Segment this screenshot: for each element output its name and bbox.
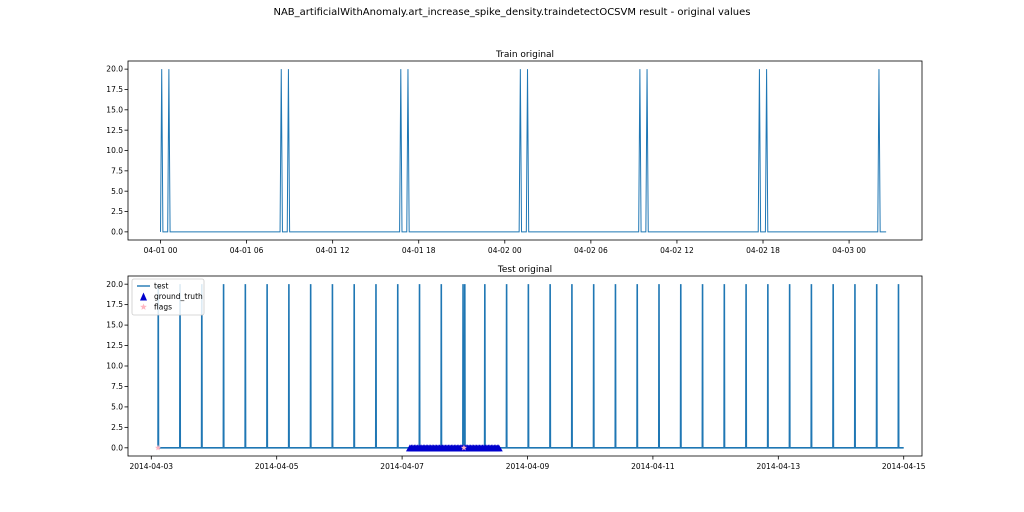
chart1-xtick-label: 04-01 18: [402, 246, 436, 255]
chart1-ytick-label: 12.5: [106, 126, 123, 135]
chart1-xtick-label: 04-01 06: [230, 246, 264, 255]
chart1-xtick-label: 04-02 12: [660, 246, 694, 255]
chart1-ytick-label: 7.5: [111, 166, 123, 175]
chart2-xtick-label: 2014-04-11: [631, 462, 675, 471]
chart1-xtick-label: 04-03 00: [832, 246, 866, 255]
chart1-series-line: [160, 69, 887, 233]
chart2-legend-label-ground-truth: ground_truth: [154, 292, 203, 301]
chart2-ytick-label: 5.0: [111, 403, 123, 412]
chart1-ytick-label: 5.0: [111, 187, 123, 196]
chart2-ytick-label: 7.5: [111, 382, 123, 391]
chart2-ytick-label: 17.5: [106, 300, 123, 309]
chart2-legend-box: [131, 278, 205, 316]
chart2-ytick-label: 15.0: [106, 321, 123, 330]
chart2-flag-marker: [155, 444, 162, 451]
chart2-flag-marker: [460, 444, 467, 451]
chart2-xtick-label: 2014-04-05: [255, 462, 299, 471]
chart1-xtick-label: 04-02 06: [574, 246, 608, 255]
chart1-ytick-label: 10.0: [106, 146, 123, 155]
chart1-ytick-label: 17.5: [106, 85, 123, 94]
chart2-series-test: [157, 284, 904, 449]
chart2-legend-label-test: test: [154, 282, 168, 291]
chart2-legend-swatch-flags: [140, 303, 147, 310]
chart2-ytick-label: 0.0: [111, 443, 123, 452]
chart2-legend-label-flags: flags: [154, 303, 172, 312]
chart1-ytick-label: 15.0: [106, 105, 123, 114]
chart1-xtick-label: 04-01 12: [316, 246, 350, 255]
chart1-ytick-label: 20.0: [106, 65, 123, 74]
chart2-xtick-label: 2014-04-07: [380, 462, 424, 471]
chart2-ytick-label: 2.5: [111, 423, 123, 432]
chart1-title: Train original: [495, 50, 554, 60]
chart2-ground-truth-marker: [494, 444, 503, 452]
chart2-frame: [127, 275, 923, 457]
chart1-ytick-label: 0.0: [111, 227, 123, 236]
chart2-title: Test original: [497, 265, 552, 275]
chart2-ytick-label: 20.0: [106, 280, 123, 289]
figure-title: NAB_artificialWithAnomaly.art_increase_s…: [273, 7, 751, 18]
chart2-xtick-label: 2014-04-15: [882, 462, 926, 471]
chart2-xtick-label: 2014-04-09: [506, 462, 550, 471]
chart1-ytick-label: 2.5: [111, 207, 123, 216]
chart2-ytick-label: 10.0: [106, 362, 123, 371]
chart1-xtick-label: 04-02 00: [488, 246, 522, 255]
chart1-frame: [127, 60, 923, 241]
chart2-xtick-label: 2014-04-03: [129, 462, 173, 471]
chart1-xtick-label: 04-01 00: [144, 246, 178, 255]
chart2-legend-swatch-ground-truth: [140, 292, 147, 301]
chart1-xtick-label: 04-02 18: [746, 246, 780, 255]
chart2-xtick-label: 2014-04-13: [757, 462, 801, 471]
chart2-ytick-label: 12.5: [106, 341, 123, 350]
